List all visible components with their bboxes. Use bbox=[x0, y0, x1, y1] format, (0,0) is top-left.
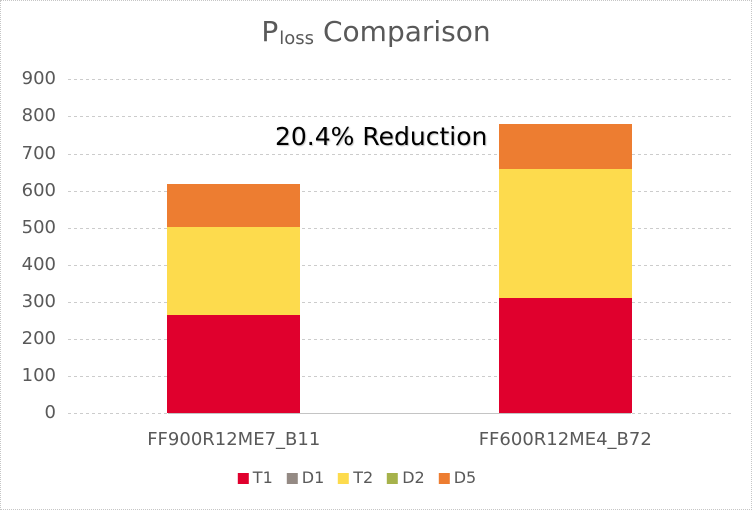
bar-segment-T2[interactable] bbox=[498, 169, 632, 299]
legend[interactable]: T1 D1 T2 D2 D5 bbox=[237, 468, 477, 487]
y-tick-label: 100 bbox=[21, 364, 56, 386]
legend-label: D2 bbox=[402, 468, 425, 487]
legend-item-D5[interactable]: D5 bbox=[438, 468, 477, 487]
legend-swatch-D5 bbox=[438, 472, 450, 484]
legend-item-D1[interactable]: D1 bbox=[286, 468, 325, 487]
x-axis-line bbox=[168, 413, 631, 414]
chart-title[interactable]: Ploss Comparison bbox=[1, 15, 751, 53]
y-tick-label: 400 bbox=[21, 253, 56, 275]
legend-label: T1 bbox=[252, 468, 273, 487]
y-tick-label: 800 bbox=[21, 105, 56, 127]
legend-label: T2 bbox=[353, 468, 374, 487]
bar-segment-T2[interactable] bbox=[167, 227, 301, 316]
gridline bbox=[68, 116, 731, 118]
gridline bbox=[68, 375, 731, 377]
legend-label: D1 bbox=[301, 468, 325, 487]
y-tick-label: 0 bbox=[44, 402, 56, 423]
legend-label: D5 bbox=[453, 468, 477, 487]
legend-item-T2[interactable]: T2 bbox=[338, 469, 373, 487]
title-rest: Comparison bbox=[323, 15, 491, 48]
y-tick-label: 900 bbox=[21, 68, 56, 90]
legend-swatch-T1 bbox=[237, 472, 249, 484]
legend-item-D2[interactable]: D2 bbox=[387, 469, 425, 487]
gridline bbox=[68, 153, 731, 155]
bar-segment-T1[interactable] bbox=[167, 315, 301, 413]
y-tick-label: 700 bbox=[21, 142, 56, 164]
gridline bbox=[68, 227, 731, 229]
legend-item-T1[interactable]: T1 bbox=[237, 468, 273, 487]
bar-segment-D5[interactable] bbox=[498, 124, 632, 170]
gridline bbox=[68, 264, 731, 266]
title-subscript: loss bbox=[279, 28, 314, 49]
gridline bbox=[68, 190, 731, 192]
title-main: P bbox=[261, 15, 279, 48]
y-tick-label: 600 bbox=[21, 179, 56, 201]
reduction-annotation[interactable]: 20.4% Reduction bbox=[275, 122, 488, 151]
bar-segment-T1[interactable] bbox=[498, 298, 632, 413]
x-category-label: FF600R12ME4_B72 bbox=[478, 429, 652, 450]
y-tick-label: 300 bbox=[21, 290, 56, 312]
gridline bbox=[68, 79, 731, 81]
gridline bbox=[68, 338, 731, 340]
y-tick-label: 500 bbox=[21, 216, 56, 238]
x-category-label: FF900R12ME7_B11 bbox=[147, 429, 321, 450]
legend-swatch-T2 bbox=[338, 472, 350, 484]
gridline bbox=[68, 301, 731, 303]
bar-segment-D5[interactable] bbox=[167, 184, 301, 228]
y-tick-label: 200 bbox=[21, 327, 56, 349]
legend-swatch-D2 bbox=[387, 472, 399, 484]
plot-area bbox=[68, 79, 731, 414]
legend-swatch-D1 bbox=[286, 472, 298, 484]
